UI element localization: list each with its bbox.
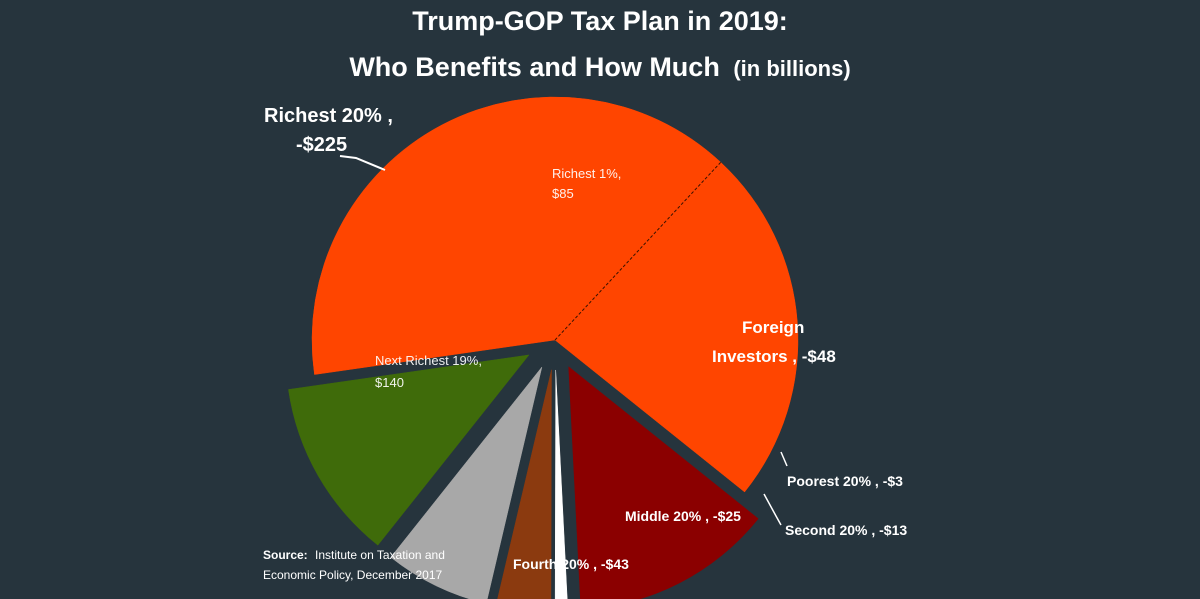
pie-slices — [288, 96, 799, 599]
slice-middle-20 — [390, 366, 543, 599]
leader-poorest-20 — [780, 451, 788, 467]
chart-subtitle: Who Benefits and How Much (in billions) — [349, 52, 850, 82]
source-line2: Economic Policy, December 2017 — [263, 568, 443, 582]
chart-title: Trump-GOP Tax Plan in 2019: — [412, 6, 788, 36]
label-richest-20-line1: Richest 20% , — [264, 105, 393, 127]
label-foreign-line1: Foreign — [742, 318, 804, 337]
source-text-1: Institute on Taxation and — [315, 548, 445, 562]
label-next-richest-19: Next Richest 19%, — [375, 353, 482, 368]
chart-subtitle-suffix: (in billions) — [733, 56, 850, 81]
source-line1: Source: Institute on Taxation and — [263, 548, 445, 562]
source-prefix: Source: — [263, 548, 308, 562]
chart-subtitle-main: Who Benefits and How Much — [349, 52, 720, 82]
label-richest-20-line2: -$225 — [296, 134, 347, 156]
value-richest-1: $85 — [552, 186, 574, 201]
label-foreign-line2: Investors , -$48 — [712, 347, 836, 366]
leader-second-20 — [763, 493, 782, 526]
slice-second-20 — [497, 369, 552, 599]
label-middle-20: Middle 20% , -$25 — [625, 508, 741, 524]
label-richest-1: Richest 1%, — [552, 166, 621, 181]
slice-next-richest-19 — [311, 96, 722, 375]
label-fourth-20: Fourth 20% , -$43 — [513, 556, 629, 572]
leader-richest-20 — [339, 155, 386, 171]
label-second-20: Second 20% , -$13 — [785, 522, 907, 538]
label-poorest-20: Poorest 20% , -$3 — [787, 473, 903, 489]
richest-split-line — [554, 161, 722, 341]
slice-foreign-investors — [568, 366, 759, 599]
slice-richest-1 — [554, 161, 799, 493]
slice-poorest-20 — [554, 369, 568, 599]
slice-fourth-20 — [288, 354, 530, 546]
value-next-richest-19: $140 — [375, 375, 404, 390]
